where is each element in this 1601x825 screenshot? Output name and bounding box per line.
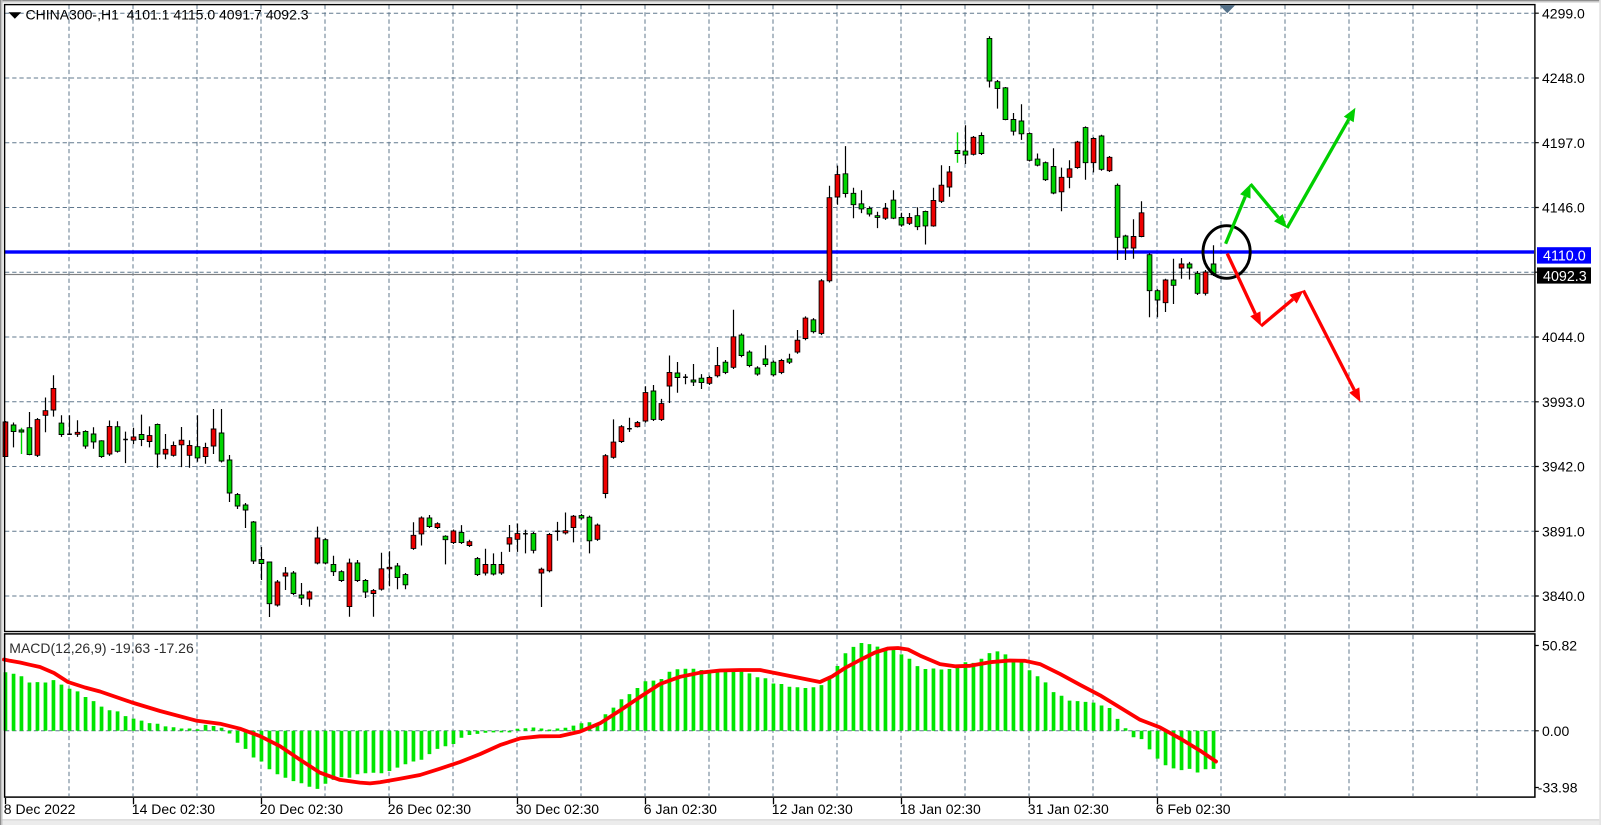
svg-text:3840.0: 3840.0	[1542, 588, 1585, 604]
svg-text:0.00: 0.00	[1542, 723, 1569, 739]
svg-text:4146.0: 4146.0	[1542, 200, 1585, 216]
svg-text:26 Dec 02:30: 26 Dec 02:30	[388, 801, 471, 817]
svg-text:18 Jan 02:30: 18 Jan 02:30	[900, 801, 981, 817]
svg-text:14 Dec 02:30: 14 Dec 02:30	[132, 801, 215, 817]
svg-text:3942.0: 3942.0	[1542, 459, 1585, 475]
svg-text:4092.3: 4092.3	[1543, 269, 1587, 285]
svg-text:30 Dec 02:30: 30 Dec 02:30	[516, 801, 599, 817]
svg-text:20 Dec 02:30: 20 Dec 02:30	[260, 801, 343, 817]
svg-text:50.82: 50.82	[1542, 638, 1577, 654]
svg-text:6 Jan 02:30: 6 Jan 02:30	[644, 801, 717, 817]
svg-text:4248.0: 4248.0	[1542, 70, 1585, 86]
svg-text:4197.0: 4197.0	[1542, 135, 1585, 151]
svg-text:-33.98: -33.98	[1538, 780, 1578, 796]
svg-text:CHINA300-,H1 4101.1 4115.0 40: CHINA300-,H1 4101.1 4115.0 4091.7 4092.3	[26, 7, 309, 23]
svg-text:31 Jan 02:30: 31 Jan 02:30	[1028, 801, 1109, 817]
svg-text:3993.0: 3993.0	[1542, 394, 1585, 410]
svg-text:4110.0: 4110.0	[1543, 249, 1586, 265]
svg-text:12 Jan 02:30: 12 Jan 02:30	[772, 801, 853, 817]
svg-text:MACD(12,26,9) -19.63 -17.26: MACD(12,26,9) -19.63 -17.26	[9, 640, 194, 656]
svg-text:4044.0: 4044.0	[1542, 329, 1585, 345]
svg-text:4299.0: 4299.0	[1542, 5, 1585, 21]
svg-text:6 Feb 02:30: 6 Feb 02:30	[1156, 801, 1231, 817]
svg-text:8 Dec 2022: 8 Dec 2022	[4, 801, 76, 817]
svg-text:3891.0: 3891.0	[1542, 524, 1585, 540]
